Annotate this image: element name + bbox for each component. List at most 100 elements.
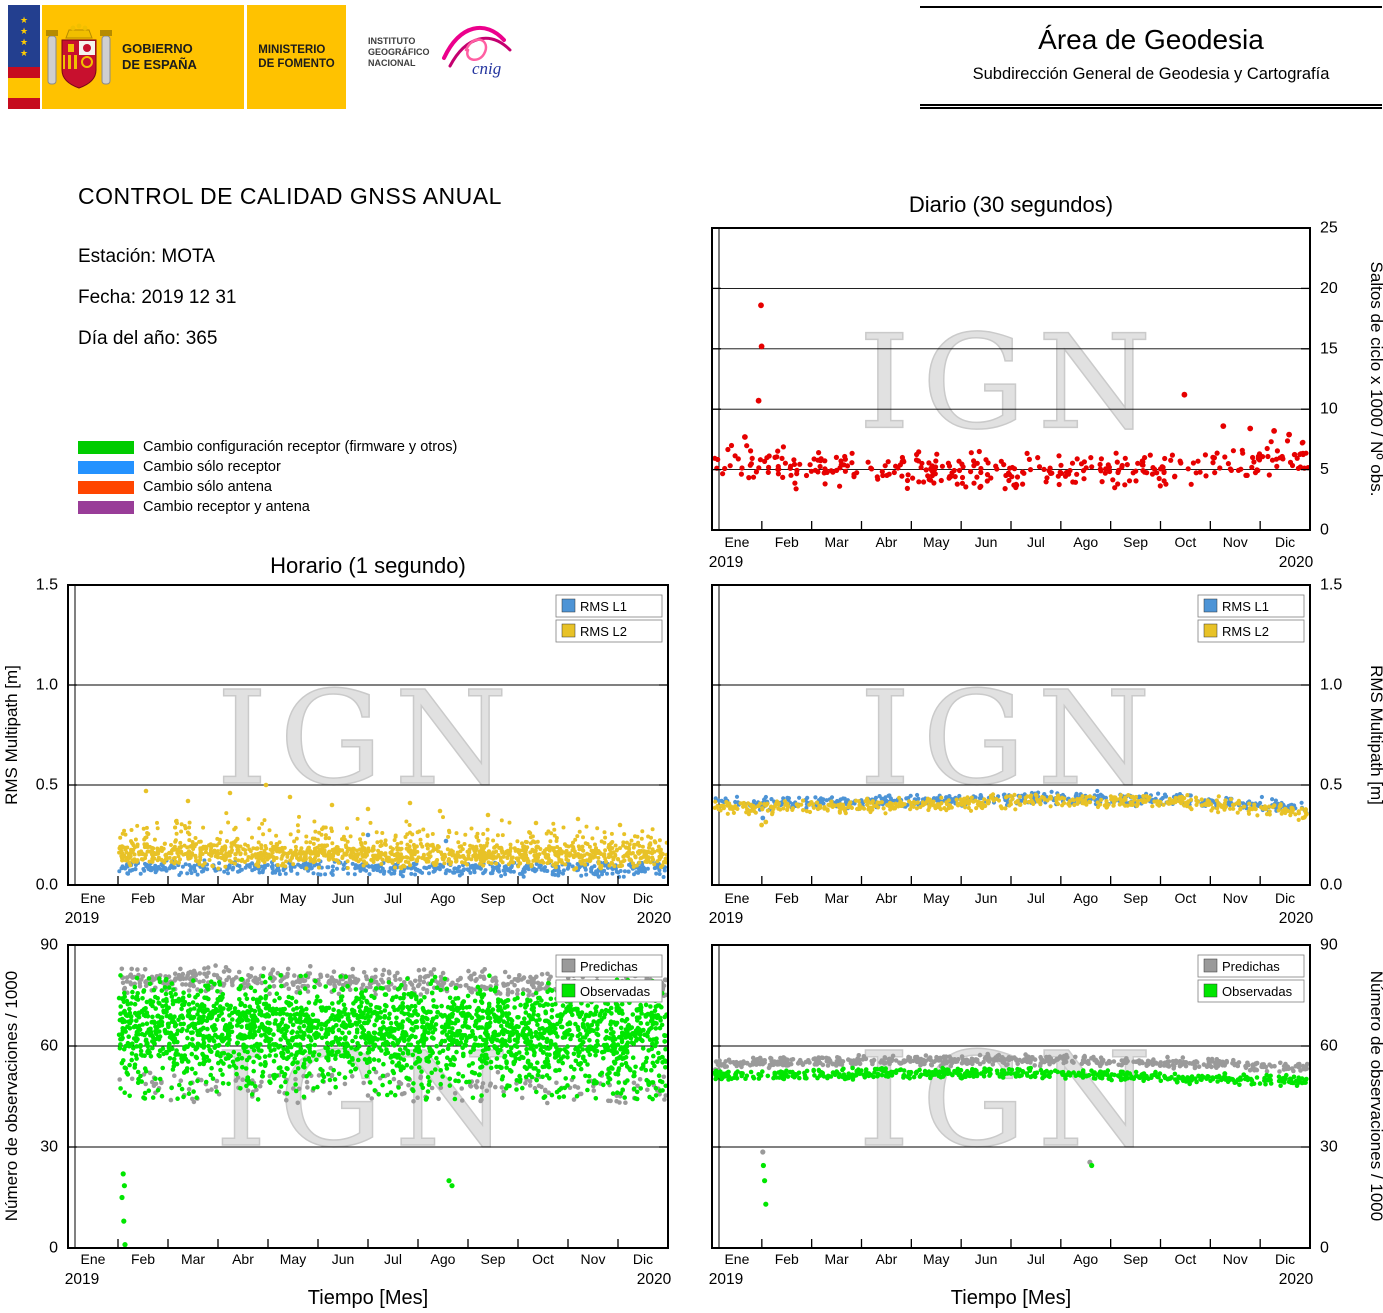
- month-label: Ene: [724, 534, 749, 550]
- legend-label: Cambio sólo receptor: [143, 459, 281, 475]
- y-axis-label: Saltos de ciclo x 1000 / Nº obs.: [1367, 262, 1383, 497]
- watermark: IGN: [858, 1024, 1164, 1176]
- month-label: Oct: [532, 1251, 554, 1267]
- plot-legend: Predichas Observadas: [1197, 954, 1305, 1003]
- month-label: Ago: [1073, 890, 1098, 906]
- legend-swatch: [1203, 623, 1218, 638]
- area-subtitle: Subdirección General de Geodesia y Carto…: [972, 65, 1330, 83]
- month-label: Jul: [384, 890, 402, 906]
- y-tick-label: 25: [1320, 220, 1338, 237]
- month-label: Jun: [975, 534, 998, 550]
- legend-label: Cambio configuración receptor (firmware …: [143, 439, 458, 455]
- year-start-label: 2019: [65, 910, 99, 927]
- month-label: Ago: [1073, 1251, 1098, 1267]
- month-label: Ene: [724, 890, 749, 906]
- year-start-label: 2019: [65, 1271, 99, 1288]
- y-axis-label: Número de observaciones / 1000: [2, 971, 21, 1221]
- gobierno-label: GOBIERNO DE ESPAÑA: [122, 41, 197, 72]
- legend-item: Cambio configuración receptor (firmware …: [78, 437, 457, 457]
- y-tick-labels: 0.0 0.5 1.0 1.5: [36, 577, 668, 894]
- legend-label: RMS L2: [580, 624, 627, 639]
- instituto-label: INSTITUTO GEOGRÁFICO NACIONAL: [368, 36, 430, 68]
- legend-swatch-antena: [78, 480, 134, 494]
- eu-spain-flag-strip: ★ ★ ★ ★: [8, 5, 40, 109]
- year-end-label: 2020: [1279, 1271, 1314, 1288]
- month-label: Nov: [1223, 534, 1248, 550]
- change-legend: Cambio configuración receptor (firmware …: [78, 437, 457, 517]
- month-label: Feb: [775, 534, 799, 550]
- month-label: Ago: [1073, 534, 1098, 550]
- month-label: Oct: [1175, 534, 1197, 550]
- doy-line: Día del año: 365: [78, 328, 218, 349]
- month-label: Abr: [232, 1251, 254, 1267]
- month-label: Ago: [431, 890, 456, 906]
- y-tick-label: 90: [1320, 937, 1338, 954]
- cnig-logo-icon: cnig: [442, 25, 512, 78]
- month-label: Dic: [633, 1251, 653, 1267]
- y-tick-label: 30: [40, 1139, 58, 1156]
- month-label: Jun: [332, 890, 355, 906]
- month-label: Feb: [775, 890, 799, 906]
- year-start-label: 2019: [709, 910, 743, 927]
- x-axis-labels: Ene Feb Mar Abr May Jun Jul Ago Sep Oct Nov Dic 2019…: [709, 876, 1314, 927]
- y-tick-label: 1.0: [1320, 677, 1342, 694]
- legend-label: Cambio sólo antena: [143, 479, 272, 495]
- y-tick-labels: 0.0 0.5 1.0 1.5: [712, 577, 1342, 894]
- year-end-label: 2020: [637, 1271, 672, 1288]
- y-tick-label: 0: [1320, 522, 1329, 539]
- y-axis-label: RMS Multipath [m]: [2, 665, 21, 805]
- legend-swatch: [561, 983, 576, 998]
- area-title: Área de Geodesia: [1038, 24, 1264, 55]
- month-label: Mar: [825, 1251, 849, 1267]
- ministerio-label: MINISTERIO DE FOMENTO: [258, 44, 335, 70]
- eu-flag-icon: ★ ★ ★ ★: [8, 5, 40, 67]
- cnig-wordmark: cnig: [472, 59, 501, 78]
- month-label: Jul: [1027, 1251, 1045, 1267]
- month-label: Abr: [232, 890, 254, 906]
- legend-item: Cambio sólo antena: [78, 477, 457, 497]
- y-tick-label: 15: [1320, 340, 1338, 357]
- y-tick-label: 1.0: [36, 677, 58, 694]
- chart-horario_right: IGN 0.0 0.5 1.0 1.5 Ene Feb Mar Abr May Jun Jul Ago S…: [709, 577, 1383, 928]
- y-tick-label: 0: [49, 1240, 58, 1257]
- year-start-label: 2019: [709, 554, 743, 571]
- cnig-logo: cnig: [436, 16, 518, 88]
- month-label: Mar: [181, 890, 205, 906]
- station-line: Estación: MOTA: [78, 246, 215, 267]
- month-label: May: [923, 1251, 949, 1267]
- legend-swatch: [1203, 598, 1218, 613]
- series-rms-l2: [117, 782, 669, 872]
- chart-diario: IGN 0 5 10 15 20 25 Ene Feb Mar Abr May Jun Jul Ago Sep…: [709, 192, 1383, 571]
- plot-legend: RMS L1 RMS L2: [1197, 594, 1305, 643]
- month-label: Jul: [384, 1251, 402, 1267]
- month-label: Ene: [81, 1251, 106, 1267]
- legend-swatch: [561, 958, 576, 973]
- month-label: Mar: [181, 1251, 205, 1267]
- month-label: Jun: [975, 890, 998, 906]
- y-tick-label: 60: [40, 1038, 58, 1055]
- y-tick-label: 0.5: [1320, 777, 1342, 794]
- month-label: Jul: [1027, 534, 1045, 550]
- y-tick-label: 5: [1320, 461, 1329, 478]
- y-tick-label: 0.0: [36, 877, 58, 894]
- y-tick-label: 1.5: [36, 577, 58, 594]
- x-axis-labels: Ene Feb Mar Abr May Jun Jul Ago Sep Oct Nov Dic 2019…: [65, 1239, 672, 1288]
- month-label: Sep: [1123, 890, 1148, 906]
- month-label: Nov: [1223, 890, 1248, 906]
- series-predichas: [713, 1051, 1310, 1165]
- spain-flag-yellow: [8, 78, 40, 98]
- y-tick-label: 90: [40, 937, 58, 954]
- legend-swatch: [561, 623, 576, 638]
- month-label: Sep: [481, 890, 506, 906]
- watermark: IGN: [859, 306, 1164, 458]
- month-label: Jul: [1027, 890, 1045, 906]
- plot-legend: Predichas Observadas: [555, 954, 663, 1003]
- ministerio-block: MINISTERIO DE FOMENTO: [247, 5, 346, 109]
- legend-label: RMS L2: [1222, 624, 1269, 639]
- y-tick-labels: 0 30 60 90: [712, 937, 1338, 1257]
- month-label: Nov: [581, 1251, 606, 1267]
- y-tick-labels: 0 30 60 90: [40, 937, 668, 1257]
- month-label: Mar: [825, 534, 849, 550]
